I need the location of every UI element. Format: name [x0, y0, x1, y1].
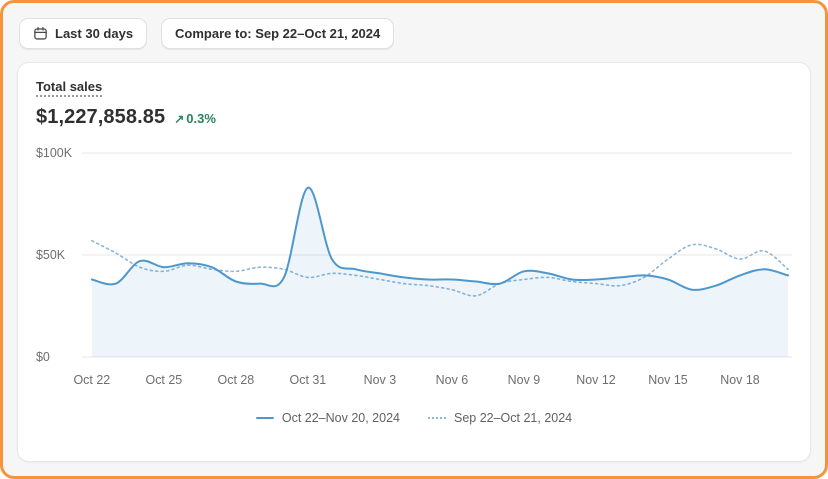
- svg-text:Nov 6: Nov 6: [436, 373, 469, 387]
- delta-badge: ↗ 0.3%: [174, 111, 216, 126]
- total-sales-line-chart: $100K $50K $0 Oct 22 Oct 25 Oct 28 Oct 31 Nov 3…: [36, 146, 792, 387]
- trend-up-icon: ↗: [174, 112, 185, 126]
- compare-to-button[interactable]: Compare to: Sep 22–Oct 21, 2024: [161, 18, 395, 49]
- dotted-line-swatch: [427, 417, 446, 419]
- svg-text:Oct 25: Oct 25: [146, 373, 183, 387]
- legend-current-label: Oct 22–Nov 20, 2024: [281, 411, 400, 425]
- svg-text:Oct 22: Oct 22: [74, 373, 111, 387]
- total-sales-value: $1,227,858.85: [36, 106, 166, 128]
- delta-value: 0.3%: [186, 111, 216, 126]
- total-sales-card: Total sales $1,227,858.85 ↗ 0.3% $100K $50…: [17, 62, 811, 462]
- svg-text:$0: $0: [36, 350, 50, 364]
- chart-legend: Oct 22–Nov 20, 2024 Sep 22–Oct 21, 2024: [36, 411, 792, 425]
- legend-compare-label: Sep 22–Oct 21, 2024: [453, 411, 573, 425]
- toolbar: Last 30 days Compare to: Sep 22–Oct 21, …: [3, 3, 825, 62]
- svg-text:Nov 9: Nov 9: [508, 373, 541, 387]
- legend-current-period: Oct 22–Nov 20, 2024: [255, 411, 400, 425]
- legend-compare-period: Sep 22–Oct 21, 2024: [427, 411, 573, 425]
- solid-line-swatch: [255, 417, 274, 419]
- svg-text:Oct 28: Oct 28: [218, 373, 255, 387]
- svg-text:Nov 12: Nov 12: [576, 373, 616, 387]
- compare-to-label: Compare to: Sep 22–Oct 21, 2024: [175, 26, 381, 41]
- card-title[interactable]: Total sales: [36, 79, 103, 97]
- value-row: $1,227,858.85 ↗ 0.3%: [36, 106, 792, 129]
- svg-text:$100K: $100K: [36, 146, 73, 160]
- chart-area: $100K $50K $0 Oct 22 Oct 25 Oct 28 Oct 31 Nov 3…: [36, 141, 792, 393]
- date-range-button[interactable]: Last 30 days: [19, 18, 148, 49]
- svg-text:Nov 3: Nov 3: [364, 373, 397, 387]
- date-range-label: Last 30 days: [55, 26, 134, 41]
- svg-text:$50K: $50K: [36, 248, 66, 262]
- svg-text:Oct 31: Oct 31: [290, 373, 327, 387]
- calendar-icon: [33, 26, 48, 41]
- svg-text:Nov 18: Nov 18: [720, 373, 760, 387]
- svg-text:Nov 15: Nov 15: [648, 373, 688, 387]
